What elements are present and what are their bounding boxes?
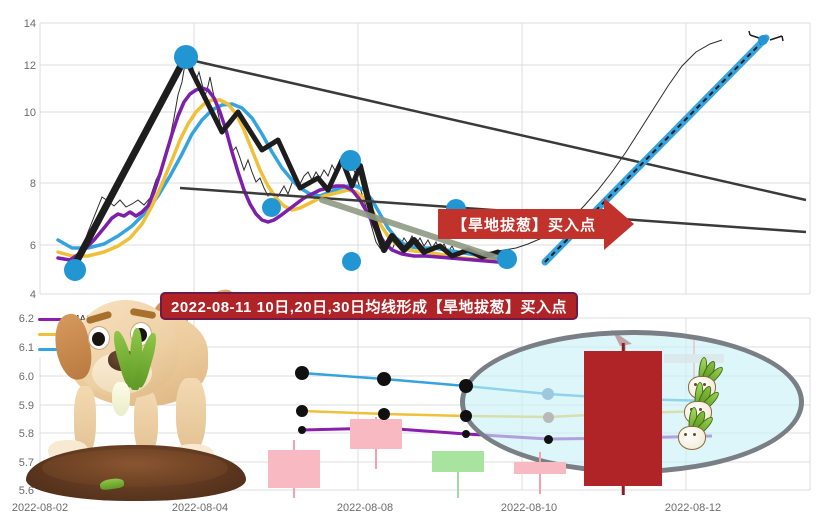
dirt-mound-highlight [42, 449, 228, 487]
lower-ytick-5.9: 5.9 [18, 400, 34, 412]
candle-2022-08-11-signal [584, 343, 662, 495]
buy-signal-arrow-banner: 【旱地拔葱】买入点 [438, 198, 635, 250]
ma10-point-marker [462, 430, 470, 438]
scallion-eye-icon [684, 433, 687, 436]
scallion-eye-icon [703, 383, 706, 386]
zigzag-pivot-marker [342, 252, 361, 271]
dog-leg-hind [176, 378, 206, 452]
candle-2022-08-08 [350, 417, 402, 469]
lower-ytick-5.8: 5.8 [18, 428, 34, 440]
ma10-point-marker [298, 426, 306, 434]
candle-body [432, 451, 484, 472]
zigzag-pivot-marker [340, 150, 361, 171]
upper-ytick-6: 6 [29, 240, 36, 252]
ma20-point-marker-dim [543, 412, 554, 423]
buy-signal-title-banner: 2022-08-11 10日,20日,30日均线形成【旱地拔葱】买入点 [160, 292, 578, 320]
ma10-point-marker [544, 435, 553, 444]
lower-ytick-5.7: 5.7 [18, 457, 34, 469]
dog-digging-scallion-illustration [26, 278, 246, 503]
upper-ytick-12: 12 [23, 60, 36, 72]
candle-body [350, 419, 402, 449]
candle-body [514, 462, 566, 474]
ma30-color-swatch [38, 348, 64, 351]
xtick-2022-08-04: 2022-08-04 [171, 502, 229, 514]
scallion-bundle-icon [678, 406, 718, 452]
candle-wick [693, 340, 695, 398]
ma20-color-swatch [38, 333, 64, 336]
xtick-2022-08-10: 2022-08-10 [500, 502, 558, 514]
ma30-point-marker [377, 372, 391, 386]
buy-signal-arrow-label: 【旱地拔葱】买入点 [452, 216, 597, 234]
candle-2022-08-12-faded [664, 340, 724, 398]
lower-ytick-6.0: 6.0 [18, 371, 34, 383]
upper-grid [39, 22, 811, 295]
candle-body [268, 450, 320, 488]
dog-pupil-left [92, 332, 105, 346]
lower-ytick-5.6: 5.6 [18, 485, 34, 497]
ma30-point-marker [459, 379, 473, 393]
buy-signal-title-label: 2022-08-11 10日,20日,30日均线形成【旱地拔葱】买入点 [171, 298, 567, 316]
lower-ytick-6.1: 6.1 [18, 342, 34, 354]
ma30-point-marker-dim [542, 388, 554, 400]
ma20-point-marker [460, 410, 472, 422]
dog-leg-front-left [74, 386, 96, 456]
zigzag-pivot-marker [497, 249, 517, 269]
scallion-eye-icon [699, 408, 702, 411]
ma20-point-marker [378, 408, 390, 420]
xtick-2022-08-08: 2022-08-08 [336, 502, 394, 514]
candle-2022-08-10 [514, 452, 566, 494]
candle-2022-08-07 [268, 440, 320, 498]
upper-ytick-10: 10 [23, 107, 36, 119]
candle-body [664, 354, 724, 363]
buy-signal-arrow-body: 【旱地拔葱】买入点 [438, 209, 605, 239]
ma30-point-marker [295, 366, 309, 380]
xtick-2022-08-02: 2022-08-02 [11, 502, 69, 514]
arrow-head-icon [604, 198, 635, 250]
candle-wick [457, 451, 459, 498]
lower-ytick-6.2: 6.2 [18, 313, 34, 325]
scallion-eye-icon [693, 433, 696, 436]
ma20-point-marker [296, 405, 308, 417]
scallion-bulb-icon [678, 426, 706, 450]
candle-2022-08-09 [432, 451, 484, 498]
upper-ytick-8: 8 [29, 178, 36, 190]
dog-held-scallion-stem [112, 382, 130, 416]
upper-trendline-1 [185, 57, 807, 202]
zigzag-pivot-marker [174, 45, 198, 69]
zigzag-pivot-marker [758, 35, 768, 45]
ma10-color-swatch [38, 318, 64, 321]
zigzag-pivot-marker [262, 198, 281, 217]
xtick-2022-08-12: 2022-08-12 [664, 502, 722, 514]
upper-ytick-4: 4 [29, 289, 36, 301]
candle-body [584, 351, 662, 486]
upper-ytick-14: 14 [23, 18, 36, 30]
